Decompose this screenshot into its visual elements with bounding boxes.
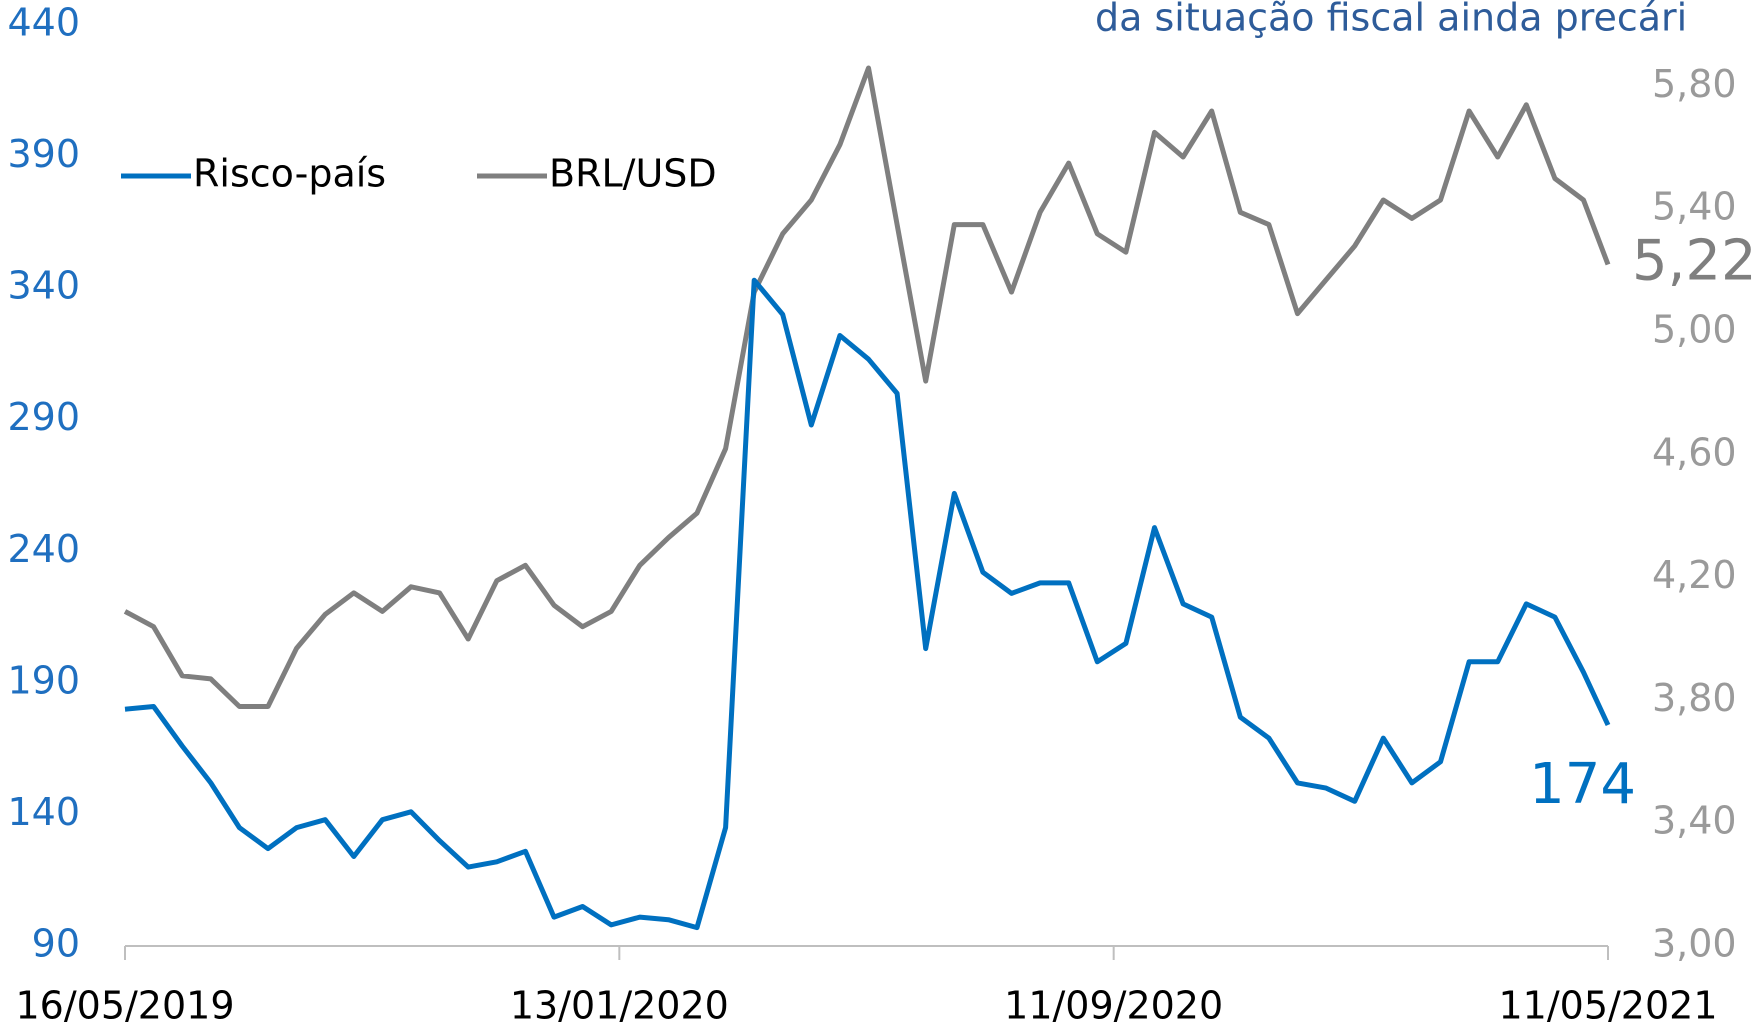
y2-tick-label: 3,00 bbox=[1652, 922, 1737, 966]
x-tick-label: 11/09/2020 bbox=[1004, 984, 1223, 1028]
y2-tick-label: 5,00 bbox=[1652, 308, 1737, 352]
y2-tick-label: 5,40 bbox=[1652, 185, 1737, 229]
y-tick-label: 440 bbox=[7, 1, 80, 45]
legend-label: Risco-país bbox=[193, 152, 386, 196]
x-tick-label: 11/05/2021 bbox=[1498, 984, 1717, 1028]
series-line bbox=[123, 65, 1611, 709]
y-tick-label: 90 bbox=[32, 922, 80, 966]
y2-tick-label: 4,60 bbox=[1652, 430, 1737, 474]
x-tick-label: 13/01/2020 bbox=[510, 984, 729, 1028]
y-tick-label: 340 bbox=[7, 264, 80, 308]
legend-label: BRL/USD bbox=[549, 152, 717, 196]
series-line bbox=[124, 277, 1611, 931]
y2-tick-label: 5,80 bbox=[1652, 62, 1737, 106]
y2-tick-label: 3,40 bbox=[1652, 799, 1737, 843]
x-tick-label: 16/05/2019 bbox=[15, 984, 234, 1028]
y-tick-label: 140 bbox=[7, 790, 80, 834]
y2-tick-label: 3,80 bbox=[1652, 676, 1737, 720]
y-tick-label: 190 bbox=[7, 658, 80, 702]
chart-title: da situação fiscal ainda precári bbox=[1095, 0, 1687, 40]
y-tick-label: 390 bbox=[7, 132, 80, 176]
y-tick-label: 290 bbox=[7, 395, 80, 439]
y2-tick-label: 4,20 bbox=[1652, 553, 1737, 597]
end-label: 5,22 bbox=[1632, 229, 1756, 294]
end-label: 174 bbox=[1529, 752, 1636, 817]
y-tick-label: 240 bbox=[7, 527, 80, 571]
